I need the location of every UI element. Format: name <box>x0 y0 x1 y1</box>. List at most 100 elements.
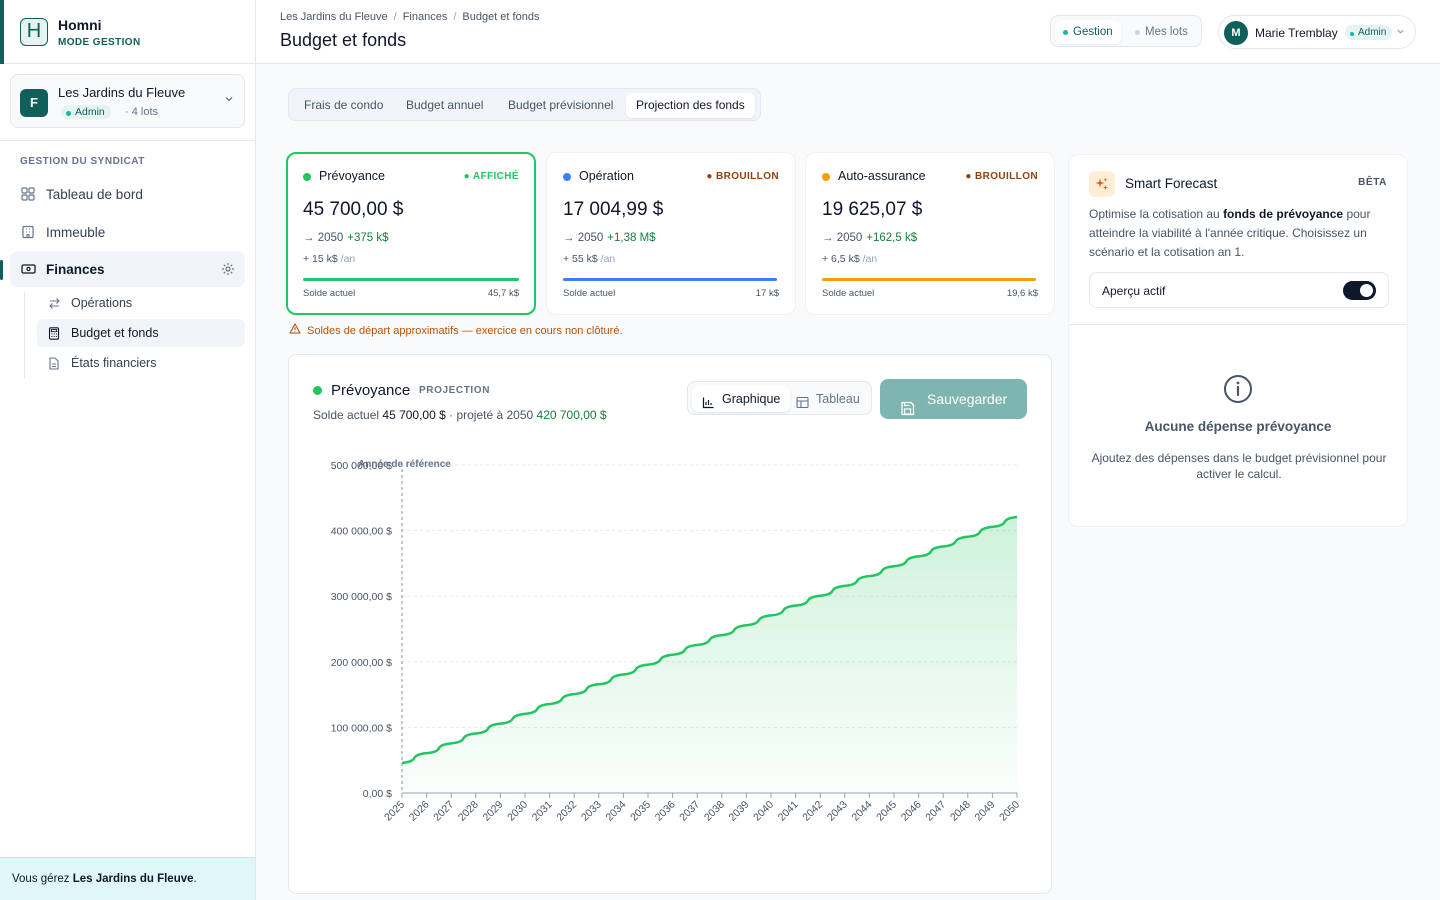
building-icon <box>20 224 36 240</box>
sidebar-subitem-budget[interactable]: Budget et fonds <box>37 319 245 347</box>
x-tick-label: 2027 <box>431 799 456 824</box>
x-tick-label: 2035 <box>628 799 653 824</box>
panel-tag: PROJECTION <box>419 385 491 396</box>
sidebar-subitem-operations[interactable]: Opérations <box>37 289 245 317</box>
fund-contribution: + 15 k$ /an <box>303 253 355 265</box>
contribution-unit: /an <box>340 253 356 265</box>
sidebar-item-label: Tableau de bord <box>46 186 143 202</box>
breadcrumb-item: Budget et fonds <box>462 11 540 23</box>
brand-header: H Homni MODE GESTION <box>0 0 255 64</box>
x-tick-label: 2046 <box>899 799 924 824</box>
preview-toggle-row: Aperçu actif <box>1089 272 1389 308</box>
x-tick-label: 2037 <box>677 799 702 824</box>
balance-value: 19,6 k$ <box>1006 288 1038 299</box>
sidebar-subitem-label: États financiers <box>71 356 157 370</box>
chart-icon <box>702 392 715 418</box>
summary-label: · projeté à 2050 <box>445 408 537 422</box>
tab-budget-annuel[interactable]: Budget annuel <box>406 98 484 112</box>
status-badge: ● BROUILLON <box>965 171 1038 182</box>
banknote-icon <box>20 261 36 277</box>
summary-label: Solde actuel <box>313 408 383 422</box>
breadcrumb-item[interactable]: Les Jardins du Fleuve <box>280 11 388 23</box>
fund-color-dot <box>563 173 571 181</box>
tab-frais-de-condo[interactable]: Frais de condo <box>304 98 384 112</box>
view-table-label: Tableau <box>816 392 860 406</box>
y-tick-label: 0,00 $ <box>363 788 392 800</box>
mode-option-mes-lots[interactable]: Mes lots <box>1127 20 1196 44</box>
fund-card-auto-assurance[interactable]: Auto-assurance ● BROUILLON 19 625,07 $ →… <box>805 152 1055 315</box>
contribution-unit: /an <box>600 253 616 265</box>
desc-text: Optimise la cotisation au <box>1089 207 1224 221</box>
x-tick-label: 2034 <box>604 799 629 824</box>
tab-projection-des-fonds[interactable]: Projection des fonds <box>626 93 755 118</box>
syndicate-avatar: F <box>20 89 48 117</box>
fund-amount: 17 004,99 $ <box>563 199 664 220</box>
status-text: AFFICHÉ <box>472 171 519 182</box>
chevron-down-icon <box>1396 27 1405 38</box>
syndicate-switcher[interactable]: F Les Jardins du Fleuve Admin · 4 lots <box>10 74 245 128</box>
sidebar-item-finances[interactable]: Finances <box>10 251 245 287</box>
x-tick-label: 2032 <box>554 799 579 824</box>
x-tick-label: 2026 <box>407 799 432 824</box>
x-tick-label: 2047 <box>923 799 948 824</box>
fund-projection: → 2050 +1,38 M$ <box>563 232 656 244</box>
breadcrumb-separator: / <box>453 11 457 23</box>
series-line <box>401 515 1018 765</box>
sidebar-footer: Vous gérez Les Jardins du Fleuve. <box>0 857 255 900</box>
app-logo[interactable]: H <box>20 18 48 46</box>
breadcrumb-separator: / <box>393 11 397 23</box>
mode-option-gestion[interactable]: Gestion <box>1055 20 1121 44</box>
avatar: M <box>1224 21 1248 45</box>
warning-message: Soldes de départ approximatifs — exercic… <box>289 323 623 337</box>
beta-badge: BÊTA <box>1358 177 1387 188</box>
fund-color-bar <box>563 278 777 281</box>
smart-forecast-description: Optimise la cotisation au fonds de prévo… <box>1089 205 1389 262</box>
x-tick-label: 2028 <box>456 799 481 824</box>
sidebar-item-building[interactable]: Immeuble <box>10 214 245 250</box>
breadcrumb: Les Jardins du Fleuve / Finances / Budget et… <box>280 11 539 23</box>
fund-contribution: + 6,5 k$ /an <box>822 253 877 265</box>
view-graph-label: Graphique <box>722 392 781 406</box>
fund-card-prevoyance[interactable]: Prévoyance ● AFFICHÉ 45 700,00 $ → 2050 +… <box>286 152 536 315</box>
x-tick-label: 2025 <box>382 799 407 824</box>
file-icon <box>47 356 61 370</box>
fund-projection: → 2050 +375 k$ <box>303 232 389 244</box>
sidebar-item-dashboard[interactable]: Tableau de bord <box>10 176 245 212</box>
save-label: Sauvegarder <box>927 391 1008 407</box>
syndicate-lots-count: · 4 lots <box>125 106 159 118</box>
sidebar: H Homni MODE GESTION F Les Jardins du Fl… <box>0 0 256 900</box>
current-balance: 45 700,00 $ <box>382 408 446 422</box>
y-tick-label: 400 000,00 $ <box>331 526 392 538</box>
sidebar-subitem-statements[interactable]: États financiers <box>37 349 245 377</box>
gear-icon[interactable] <box>221 262 235 279</box>
x-tick-label: 2036 <box>653 799 678 824</box>
fund-color-bar <box>303 278 519 281</box>
fund-card-operation[interactable]: Opération ● BROUILLON 17 004,99 $ → 2050… <box>546 152 796 315</box>
tab-budget-previsionnel[interactable]: Budget prévisionnel <box>508 98 614 112</box>
x-tick-label: 2038 <box>702 799 727 824</box>
projection-chart: 0,00 $ 100 000,00 $ 200 000,00 $ 300 000,00… <box>331 459 1023 824</box>
warning-text: Soldes de départ approximatifs — exercic… <box>307 325 623 337</box>
projection-delta: +375 k$ <box>347 232 389 244</box>
preview-toggle-switch[interactable] <box>1343 281 1376 300</box>
smart-forecast-divider <box>1069 324 1407 325</box>
fund-contribution: + 55 k$ /an <box>563 253 615 265</box>
contribution-amount: + 15 k$ <box>303 253 338 265</box>
breadcrumb-item[interactable]: Finances <box>402 11 448 23</box>
sidebar-divider <box>0 140 255 141</box>
user-menu[interactable]: M Marie Tremblay Admin <box>1218 15 1416 49</box>
projection-year: → 2050 <box>303 232 344 244</box>
view-graph-button[interactable]: Graphique <box>692 386 791 412</box>
x-tick-label: 2043 <box>825 799 850 824</box>
view-table-button[interactable]: Tableau <box>786 386 870 412</box>
fund-color-dot <box>313 386 322 395</box>
x-tick-label: 2049 <box>973 799 998 824</box>
x-tick-label: 2041 <box>776 799 801 824</box>
chevron-down-icon <box>224 94 234 107</box>
balance-label: Solde actuel <box>563 288 616 299</box>
projection-year: → 2050 <box>822 232 863 244</box>
save-button[interactable]: Sauvegarder <box>880 379 1027 419</box>
empty-state-title: Aucune dépense prévoyance <box>1144 419 1332 434</box>
syndicate-name: Les Jardins du Fleuve <box>58 85 186 100</box>
brand-accent-bar <box>0 0 4 64</box>
